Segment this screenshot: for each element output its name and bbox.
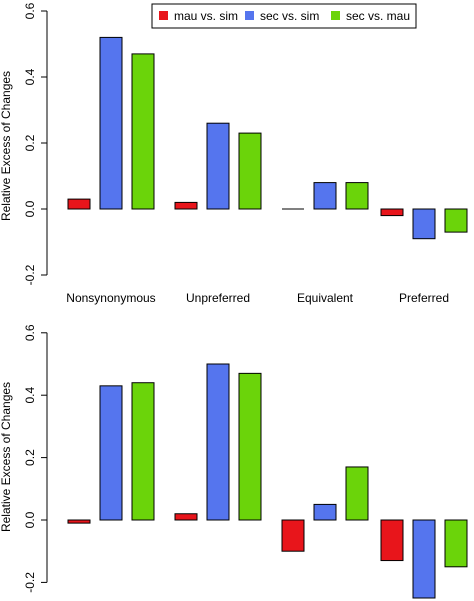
legend-swatch-mau-vs-sim xyxy=(159,11,168,20)
legend-box xyxy=(151,3,417,29)
legend: mau vs. sim sec vs. sim sec vs. mau xyxy=(151,3,417,29)
bar-sec-vs-sim-group-3 xyxy=(313,503,337,521)
bar-sec-vs-mau-nonsynonymous xyxy=(131,53,155,210)
bar-sec-vs-mau-group-4 xyxy=(444,519,468,568)
bar-mau-vs-sim-preferred xyxy=(380,208,404,217)
y-tick-label: 0.6 xyxy=(23,2,37,19)
y-tick-label: 0.4 xyxy=(23,68,37,85)
legend-swatch-sec-vs-mau xyxy=(331,11,340,20)
bar-mau-vs-sim-unpreferred xyxy=(174,201,198,210)
bar-sec-vs-mau-group-2 xyxy=(238,372,262,521)
bar-sec-vs-mau-group-1 xyxy=(131,382,155,521)
y-axis-label: Relative Excess of Changes xyxy=(0,382,13,532)
bar-sec-vs-sim-unpreferred xyxy=(206,122,230,210)
y-tick-label: -0.2 xyxy=(23,264,37,285)
legend-label-mau-vs-sim: mau vs. sim xyxy=(174,9,238,23)
bar-sec-vs-mau-group-3 xyxy=(345,466,369,521)
bar-mau-vs-sim-group-3 xyxy=(281,519,305,552)
bar-sec-vs-sim-group-1 xyxy=(99,385,123,521)
chart-panel-top: -0.2 0.0 0.2 0.4 0.6 Relative Excess of Chang… xyxy=(0,2,468,305)
legend-swatch-sec-vs-sim xyxy=(245,11,254,20)
bar-sec-vs-mau-equivalent xyxy=(345,182,369,210)
category-label-equivalent: Equivalent xyxy=(297,291,354,305)
y-tick-label: 0.0 xyxy=(23,200,37,217)
category-label-unpreferred: Unpreferred xyxy=(186,291,250,305)
bar-sec-vs-mau-unpreferred xyxy=(238,132,262,210)
bar-mau-vs-sim-group-1 xyxy=(67,519,91,524)
category-label-nonsynonymous: Nonsynonymous xyxy=(66,291,155,305)
bar-sec-vs-sim-group-4 xyxy=(412,519,436,599)
y-tick-label: 0.2 xyxy=(23,449,37,466)
legend-label-sec-vs-mau: sec vs. mau xyxy=(346,9,410,23)
chart-panel-bottom: -0.2 0.0 0.2 0.4 0.6 Relative Excess of Chang… xyxy=(0,324,468,599)
bar-sec-vs-sim-equivalent xyxy=(313,182,337,210)
bar-sec-vs-sim-preferred xyxy=(412,208,436,240)
bar-mau-vs-sim-group-2 xyxy=(174,513,198,521)
bar-sec-vs-mau-preferred xyxy=(444,208,468,233)
y-axis-label: Relative Excess of Changes xyxy=(0,71,13,221)
bar-mau-vs-sim-nonsynonymous xyxy=(67,198,91,210)
legend-label-sec-vs-sim: sec vs. sim xyxy=(260,9,319,23)
y-tick-label: 0.2 xyxy=(23,134,37,151)
bar-sec-vs-sim-group-2 xyxy=(206,363,230,521)
category-label-preferred: Preferred xyxy=(399,291,449,305)
y-tick-label: 0.6 xyxy=(23,324,37,341)
y-tick-label: 0.4 xyxy=(23,387,37,404)
bar-sec-vs-sim-nonsynonymous xyxy=(99,36,123,210)
bar-mau-vs-sim-group-4 xyxy=(380,519,404,562)
y-tick-label: -0.2 xyxy=(23,572,37,593)
y-tick-label: 0.0 xyxy=(23,511,37,528)
